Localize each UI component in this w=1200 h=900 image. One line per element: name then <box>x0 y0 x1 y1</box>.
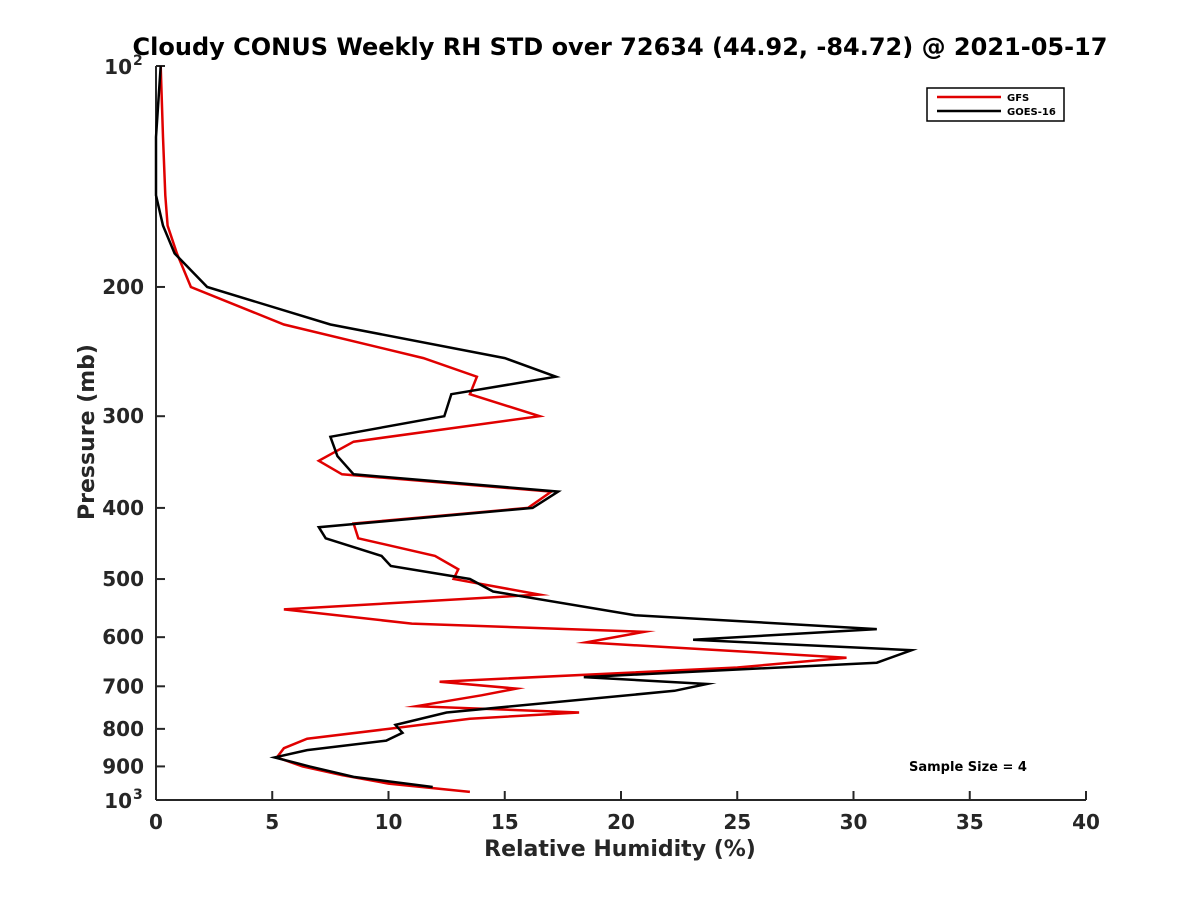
y-tick-label: 400 <box>102 496 144 520</box>
y-tick-label: 300 <box>102 404 144 428</box>
x-tick-label: 10 <box>375 810 403 834</box>
legend-box <box>926 87 1065 122</box>
x-tick-label: 15 <box>491 810 519 834</box>
series-lines <box>154 65 918 794</box>
y-tick-label: 500 <box>102 567 144 591</box>
y-axis-label: Pressure (mb) <box>75 344 100 520</box>
legend-label: GOES-16 <box>1007 107 1056 118</box>
legend: GFS GOES-16 <box>926 87 1065 122</box>
x-tick-label: 5 <box>265 810 279 834</box>
x-tick-label: 30 <box>840 810 868 834</box>
x-axis-label: Relative Humidity (%) <box>484 837 756 862</box>
series-line-goes-16 <box>154 65 918 789</box>
x-tick-label: 25 <box>723 810 751 834</box>
y-tick-label: 800 <box>102 717 144 741</box>
x-axis-ticks: 0 5 10 15 20 25 30 35 40 <box>149 791 1100 834</box>
y-tick-label: 700 <box>102 674 144 698</box>
chart-title: Cloudy CONUS Weekly RH STD over 72634 (4… <box>133 33 1108 61</box>
y-tick-label: 10 <box>104 55 132 79</box>
y-tick-label: 200 <box>102 275 144 299</box>
y-tick-exponent: 3 <box>133 787 143 803</box>
series-line-gfs <box>159 65 847 794</box>
sample-size-annotation: Sample Size = 4 <box>909 760 1027 775</box>
y-tick-label: 900 <box>102 754 144 778</box>
x-tick-label: 35 <box>956 810 984 834</box>
y-tick-exponent: 2 <box>133 53 143 69</box>
legend-label: GFS <box>1007 93 1029 104</box>
y-tick-label: 600 <box>102 625 144 649</box>
y-tick-label: 10 <box>104 789 132 813</box>
x-tick-label: 0 <box>149 810 163 834</box>
x-tick-label: 40 <box>1072 810 1100 834</box>
x-tick-label: 20 <box>607 810 635 834</box>
